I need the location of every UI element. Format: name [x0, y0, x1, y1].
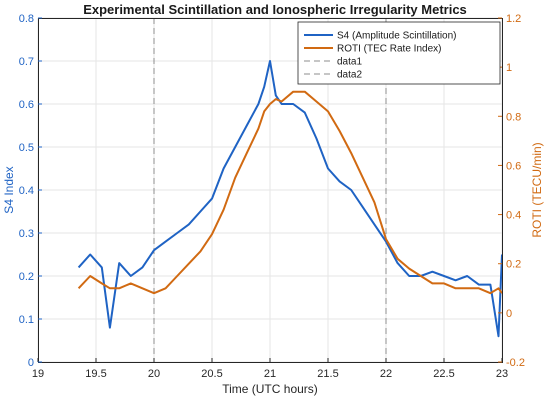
legend-label-data2: data2: [337, 70, 362, 81]
y-left-tick-label-3: 0.3: [19, 228, 34, 240]
series-line-1: [77, 90, 503, 295]
y-right-tick-label-7: 1.2: [506, 13, 521, 25]
y-left-axis-label: S4 Index: [2, 166, 16, 213]
x-tick-label-6: 22: [380, 368, 392, 380]
y-right-tick-label-3: 0.4: [506, 210, 521, 222]
legend-label-s4: S4 (Amplitude Scintillation): [337, 31, 457, 42]
legend-label-roti: ROTI (TEC Rate Index): [337, 44, 441, 55]
legend-box: [297, 21, 501, 85]
legend-label-data1: data1: [337, 57, 362, 68]
x-tick-label-3: 20.5: [201, 368, 222, 380]
x-tick-label-4: 21: [264, 368, 276, 380]
y-left-tick-label-0: 0: [28, 357, 34, 369]
y-left-tick-label-6: 0.6: [19, 99, 34, 111]
y-left-tick-label-2: 0.2: [19, 271, 34, 283]
series-line-0: [77, 60, 503, 338]
y-right-tick-label-4: 0.6: [506, 160, 521, 172]
y-right-tick-label-6: 1: [506, 62, 512, 74]
y-right-tick-label-0: -0.2: [506, 357, 525, 369]
vertical-lines: [153, 18, 387, 362]
x-tick-label-0: 19: [32, 368, 44, 380]
y-left-tick-label-7: 0.7: [19, 56, 34, 68]
x-tick-label-2: 20: [148, 368, 160, 380]
x-tick-label-5: 21.5: [317, 368, 338, 380]
y-left-tick-label-8: 0.8: [19, 13, 34, 25]
x-axis-label: Time (UTC hours): [222, 382, 318, 396]
y-left-tick-label-1: 0.1: [19, 314, 34, 326]
chart-title: Experimental Scintillation and Ionospher…: [83, 2, 467, 17]
y-right-ticks: -0.2 0 0.2 0.4 0.6 0.8 1 1.2: [498, 13, 525, 369]
x-tick-label-8: 23: [496, 368, 508, 380]
legend: S4 (Amplitude Scintillation) ROTI (TEC R…: [297, 21, 501, 85]
y-right-tick-label-1: 0: [506, 308, 512, 320]
y-left-ticks: 0 0.1 0.2 0.3 0.4 0.5 0.6 0.7 0.8: [19, 13, 42, 369]
series-group: [77, 60, 503, 338]
x-tick-label-1: 19.5: [85, 368, 106, 380]
y-right-tick-label-5: 0.8: [506, 111, 521, 123]
x-tick-label-7: 22.5: [433, 368, 454, 380]
x-ticks: 19 19.5 20 20.5 21 21.5 22 22.5 23: [32, 358, 508, 380]
y-right-axis-label: ROTI (TECU/min): [530, 142, 544, 237]
y-left-tick-label-5: 0.5: [19, 142, 34, 154]
y-left-tick-label-4: 0.4: [19, 185, 34, 197]
y-right-tick-label-2: 0.2: [506, 259, 521, 271]
